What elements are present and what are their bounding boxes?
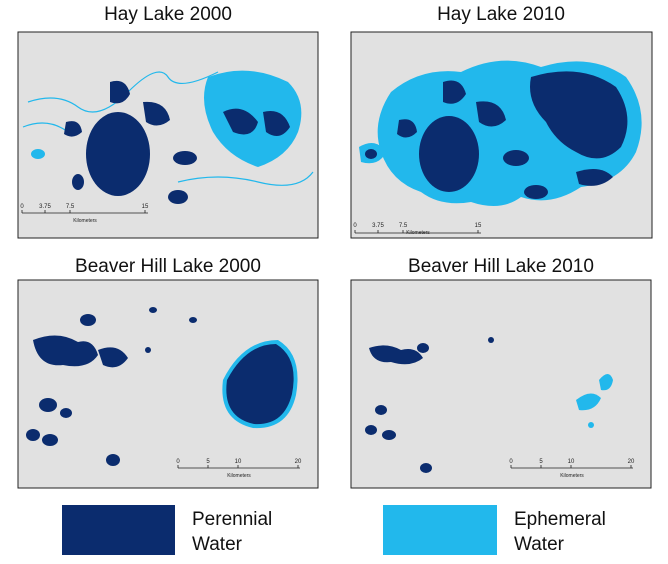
scale-label: 0 [353,223,357,229]
scale-label: 0 [20,204,24,210]
scale-unit: Kilometers [560,473,584,479]
scale-unit: Kilometers [73,218,97,224]
scale-unit: Kilometers [406,230,430,236]
scale-label: 0 [509,459,513,465]
scale-label: 5 [539,459,543,465]
scale-label: 15 [475,223,482,229]
scale-label: 3.75 [372,223,384,229]
legend-swatch [383,505,497,555]
panel-title: Beaver Hill Lake 2010 [408,256,594,277]
scale-label: 3.75 [39,204,51,210]
legend-label: Ephemeral [514,509,606,530]
scale-label: 5 [206,459,210,465]
scale-label: 10 [235,459,242,465]
scale-label: 7.5 [66,204,75,210]
scale-unit: Kilometers [227,473,251,479]
panel-title: Beaver Hill Lake 2000 [75,256,261,277]
legend-label: Water [514,534,565,555]
scale-label: 7.5 [399,223,408,229]
scale-label: 20 [628,459,635,465]
scale-label: 10 [568,459,575,465]
panel-title: Hay Lake 2010 [437,4,565,25]
map-panel: 0 3.75 7.5 15 Kilometers [350,31,653,239]
panel-title: Hay Lake 2000 [104,4,232,25]
map-panel: 0 3.75 7.5 15 Kilometers [17,31,319,239]
legend-swatch [62,505,175,555]
scale-label: 20 [295,459,302,465]
map-panel: 0 5 10 20 Kilometers [350,279,652,489]
scale-label: 15 [142,204,149,210]
legend-label: Perennial [192,509,272,530]
map-panel: 0 5 10 20 Kilometers [17,279,319,489]
scale-label: 0 [176,459,180,465]
legend-label: Water [192,534,243,555]
